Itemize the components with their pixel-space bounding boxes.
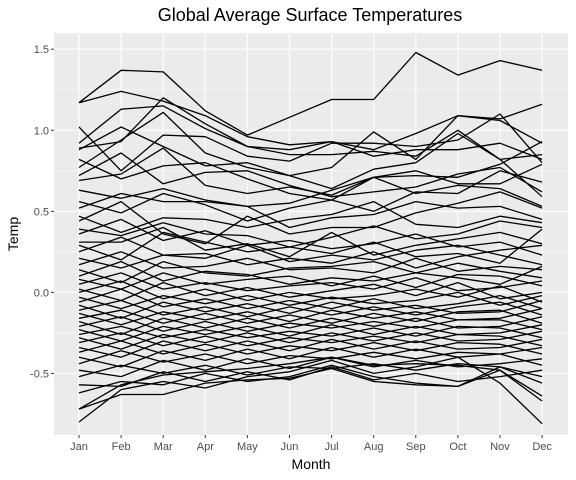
x-tick-label: Aug: [364, 441, 384, 453]
series-line: [78, 272, 543, 290]
series-line: [78, 244, 543, 269]
series-line: [78, 281, 543, 302]
x-tick-label: Dec: [532, 441, 552, 453]
series-line: [78, 338, 543, 358]
y-tick-label: 1.5: [34, 44, 49, 56]
y-tick-label: 0.5: [34, 206, 49, 218]
x-tick-label: Jul: [325, 441, 339, 453]
series-line: [78, 272, 543, 292]
x-tick-label: Jan: [70, 441, 88, 453]
y-axis-title: Temp: [5, 217, 21, 251]
series-line: [78, 280, 543, 303]
series-line: [78, 299, 543, 318]
series-line: [78, 105, 543, 161]
series-line: [78, 356, 543, 425]
series-line: [78, 220, 543, 248]
x-tick-label: Mar: [154, 441, 173, 453]
series-lines: [78, 51, 543, 425]
chart-title: Global Average Surface Temperatures: [158, 5, 463, 25]
series-line: [78, 176, 543, 208]
series-line: [78, 299, 543, 319]
series-line: [78, 356, 543, 410]
x-tick-label: Oct: [449, 441, 466, 453]
series-line: [78, 325, 543, 339]
series-line: [78, 363, 543, 378]
series-line: [78, 316, 543, 336]
series-line: [78, 191, 543, 245]
x-tick-label: Jun: [281, 441, 299, 453]
series-line: [78, 97, 543, 198]
x-tick-label: May: [237, 441, 258, 453]
series-line: [78, 51, 543, 136]
series-line: [78, 291, 543, 310]
x-axis: Jan Feb Mar Apr May Jun Jul Aug Sep Oct Nov Dec: [70, 435, 552, 453]
series-line: [78, 340, 543, 355]
series-line: [78, 260, 543, 284]
series-line: [78, 170, 543, 222]
x-tick-label: Sep: [406, 441, 426, 453]
series-line: [78, 111, 543, 177]
series-line: [78, 288, 543, 310]
x-tick-label: Feb: [112, 441, 131, 453]
y-tick-label: -0.5: [30, 368, 49, 380]
series-line: [78, 200, 543, 234]
series-line: [78, 350, 543, 366]
series-line: [78, 126, 543, 190]
series-line: [78, 367, 543, 410]
y-tick-label: 1.0: [34, 125, 49, 137]
x-axis-title: Month: [292, 456, 331, 472]
series-line: [78, 236, 543, 266]
series-line: [78, 330, 543, 350]
series-line: [78, 192, 543, 229]
x-tick-label: Nov: [490, 441, 510, 453]
y-axis: -0.5 0.0 0.5 1.0 1.5: [30, 44, 54, 380]
series-line: [78, 141, 543, 196]
series-line: [79, 226, 543, 258]
series-line: [78, 346, 543, 368]
x-tick-label: Apr: [197, 441, 214, 453]
y-tick-label: 0.0: [34, 287, 49, 299]
